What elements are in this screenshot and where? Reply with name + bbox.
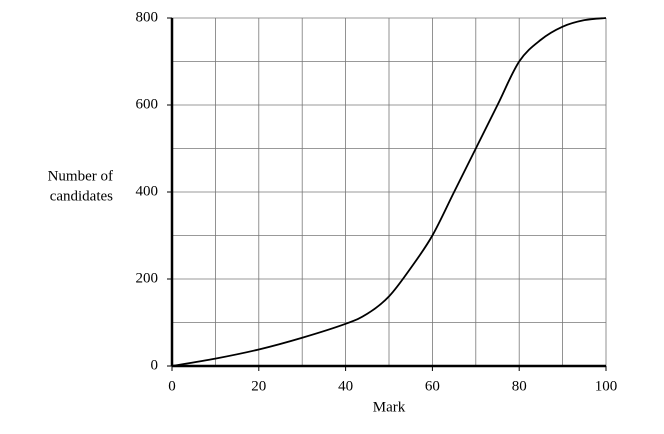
- x-tick-label: 20: [251, 378, 266, 394]
- y-axis-label: candidates: [50, 188, 113, 204]
- y-tick-label: 800: [136, 9, 159, 25]
- y-tick-label: 200: [136, 270, 159, 286]
- x-tick-label: 60: [425, 378, 440, 394]
- x-tick-label: 40: [338, 378, 353, 394]
- x-tick-label: 0: [168, 378, 176, 394]
- x-axis-label: Mark: [373, 399, 406, 415]
- x-tick-label: 80: [512, 378, 527, 394]
- y-axis-label: Number of: [48, 168, 113, 184]
- curve: [171, 17, 607, 367]
- y-tick-label: 400: [136, 183, 159, 199]
- x-tick-label: 100: [595, 378, 618, 394]
- y-tick-label: 0: [151, 357, 159, 373]
- y-tick-label: 600: [136, 96, 159, 112]
